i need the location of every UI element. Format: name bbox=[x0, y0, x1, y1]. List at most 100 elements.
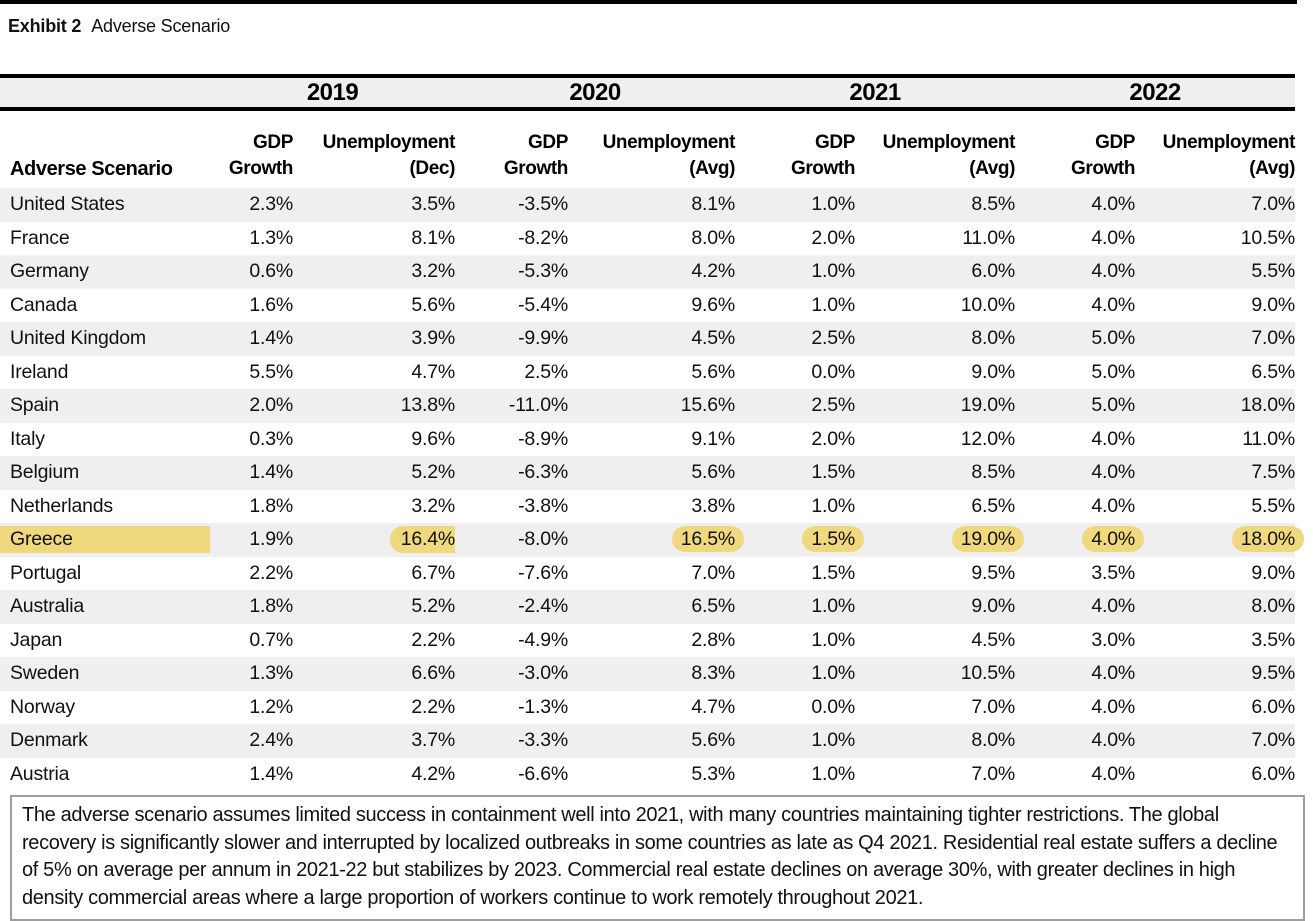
cell-value: 5.3% bbox=[691, 762, 736, 785]
cell-value: 5.6% bbox=[411, 293, 456, 316]
table-row: United Kingdom 1.4% 3.9% -9.9% 4.5% 2.5%… bbox=[0, 322, 1295, 356]
col-header-unemployment-2019: Unemployment (Dec) bbox=[293, 109, 455, 188]
value-cell: -2.4% bbox=[455, 590, 568, 624]
table-row: Netherlands 1.8% 3.2% -3.8% 3.8% 1.0% 6.… bbox=[0, 490, 1295, 524]
value-cell: 1.0% bbox=[735, 657, 855, 691]
cell-value: 9.0% bbox=[971, 360, 1016, 383]
value-cell: 2.0% bbox=[735, 423, 855, 457]
country-cell: Netherlands bbox=[0, 490, 210, 524]
table-row: Portugal 2.2% 6.7% -7.6% 7.0% 1.5% 9.5% … bbox=[0, 557, 1295, 591]
cell-value: 1.0% bbox=[811, 729, 856, 752]
value-cell: 4.5% bbox=[855, 624, 1015, 658]
cell-value: 0.0% bbox=[811, 360, 856, 383]
country-cell: Austria bbox=[0, 758, 210, 792]
cell-value: 6.5% bbox=[971, 494, 1016, 517]
cell-value: 5.0% bbox=[1091, 360, 1136, 383]
cell-value: 1.3% bbox=[249, 662, 293, 685]
value-cell: -8.0% bbox=[455, 523, 568, 557]
cell-value: 1.5% bbox=[811, 461, 856, 484]
cell-value: 4.5% bbox=[691, 327, 736, 350]
table-row: Denmark 2.4% 3.7% -3.3% 5.6% 1.0% 8.0% 4… bbox=[0, 724, 1295, 758]
cell-value: 4.0% bbox=[1091, 695, 1136, 718]
value-cell: 5.6% bbox=[568, 356, 735, 390]
cell-value: 4.7% bbox=[691, 695, 736, 718]
value-cell: 2.5% bbox=[735, 389, 855, 423]
cell-value: 7.0% bbox=[691, 561, 736, 584]
value-cell: 4.0% bbox=[1015, 758, 1135, 792]
cell-value: 9.0% bbox=[1251, 561, 1296, 584]
value-cell: 1.4% bbox=[210, 322, 293, 356]
value-cell: 19.0% bbox=[855, 389, 1015, 423]
value-cell: 9.0% bbox=[1135, 289, 1295, 323]
value-cell: 1.8% bbox=[210, 490, 293, 524]
value-cell: 7.0% bbox=[855, 691, 1015, 725]
country-name: Portugal bbox=[10, 561, 82, 584]
column-header-row: Adverse Scenario GDP Growth Unemployment… bbox=[0, 109, 1295, 188]
value-cell: 19.0% bbox=[855, 523, 1025, 557]
cell-value: 1.5% bbox=[802, 526, 865, 553]
cell-value: 8.0% bbox=[1251, 595, 1296, 618]
table-row: Norway 1.2% 2.2% -1.3% 4.7% 0.0% 7.0% 4.… bbox=[0, 691, 1295, 725]
cell-value: 5.6% bbox=[691, 729, 736, 752]
year-header-row: 2019 2020 2021 2022 bbox=[0, 74, 1296, 111]
cell-value: 4.0% bbox=[1091, 427, 1136, 450]
cell-value: 3.5% bbox=[1251, 628, 1296, 651]
cell-value: -4.9% bbox=[518, 628, 569, 651]
value-cell: 2.5% bbox=[455, 356, 568, 390]
value-cell: -8.2% bbox=[455, 222, 568, 256]
cell-value: 3.0% bbox=[1091, 628, 1136, 651]
value-cell: 6.0% bbox=[1135, 691, 1295, 725]
cell-value: 11.0% bbox=[962, 226, 1016, 249]
table-row: Italy 0.3% 9.6% -8.9% 9.1% 2.0% 12.0% 4.… bbox=[0, 423, 1295, 457]
value-cell: 8.1% bbox=[293, 222, 455, 256]
country-name: Ireland bbox=[10, 360, 69, 383]
cell-value: 4.0% bbox=[1091, 260, 1136, 283]
value-cell: 9.0% bbox=[855, 590, 1015, 624]
cell-value: -3.0% bbox=[518, 662, 569, 685]
value-cell: -3.3% bbox=[455, 724, 568, 758]
value-cell: 2.5% bbox=[735, 322, 855, 356]
cell-value: -3.5% bbox=[518, 193, 569, 216]
country-cell: Japan bbox=[0, 624, 210, 658]
value-cell: 1.6% bbox=[210, 289, 293, 323]
value-cell: 10.5% bbox=[1135, 222, 1295, 256]
value-cell: 6.0% bbox=[855, 255, 1015, 289]
cell-value: 5.0% bbox=[1091, 394, 1136, 417]
value-cell: 1.0% bbox=[735, 289, 855, 323]
value-cell: 1.5% bbox=[735, 557, 855, 591]
value-cell: -5.3% bbox=[455, 255, 568, 289]
cell-value: -6.6% bbox=[518, 762, 569, 785]
cell-value: 18.0% bbox=[1231, 526, 1305, 553]
col-header-gdp-2019: GDP Growth bbox=[210, 109, 293, 188]
cell-value: 10.5% bbox=[960, 662, 1016, 685]
value-cell: 4.7% bbox=[293, 356, 455, 390]
value-cell: 16.4% bbox=[293, 523, 582, 557]
cell-value: 16.5% bbox=[671, 526, 745, 553]
value-cell: 5.6% bbox=[568, 456, 735, 490]
value-cell: -3.5% bbox=[455, 188, 568, 222]
country-name: Spain bbox=[10, 394, 59, 417]
col-header-line1: GDP bbox=[1095, 132, 1136, 153]
value-cell: 9.0% bbox=[1135, 557, 1295, 591]
value-cell: 1.9% bbox=[210, 523, 293, 557]
value-cell: -6.3% bbox=[455, 456, 568, 490]
value-cell: 6.7% bbox=[293, 557, 455, 591]
cell-value: 2.2% bbox=[411, 628, 456, 651]
cell-value: 0.6% bbox=[249, 260, 293, 283]
cell-value: -5.3% bbox=[518, 260, 569, 283]
country-name: Austria bbox=[10, 762, 70, 785]
value-cell: 5.6% bbox=[568, 724, 735, 758]
cell-value: 8.0% bbox=[691, 226, 736, 249]
value-cell: 7.5% bbox=[1135, 456, 1295, 490]
cell-value: 1.8% bbox=[249, 494, 293, 517]
cell-value: -8.0% bbox=[518, 528, 569, 551]
country-cell: Ireland bbox=[0, 356, 210, 390]
cell-value: -3.3% bbox=[518, 729, 569, 752]
cell-value: 15.6% bbox=[680, 394, 736, 417]
cell-value: 9.0% bbox=[971, 595, 1016, 618]
value-cell: 5.2% bbox=[293, 456, 455, 490]
value-cell: 3.5% bbox=[1135, 624, 1295, 658]
value-cell: 4.0% bbox=[1015, 423, 1135, 457]
value-cell: 2.3% bbox=[210, 188, 293, 222]
value-cell: 4.0% bbox=[1015, 523, 1145, 557]
